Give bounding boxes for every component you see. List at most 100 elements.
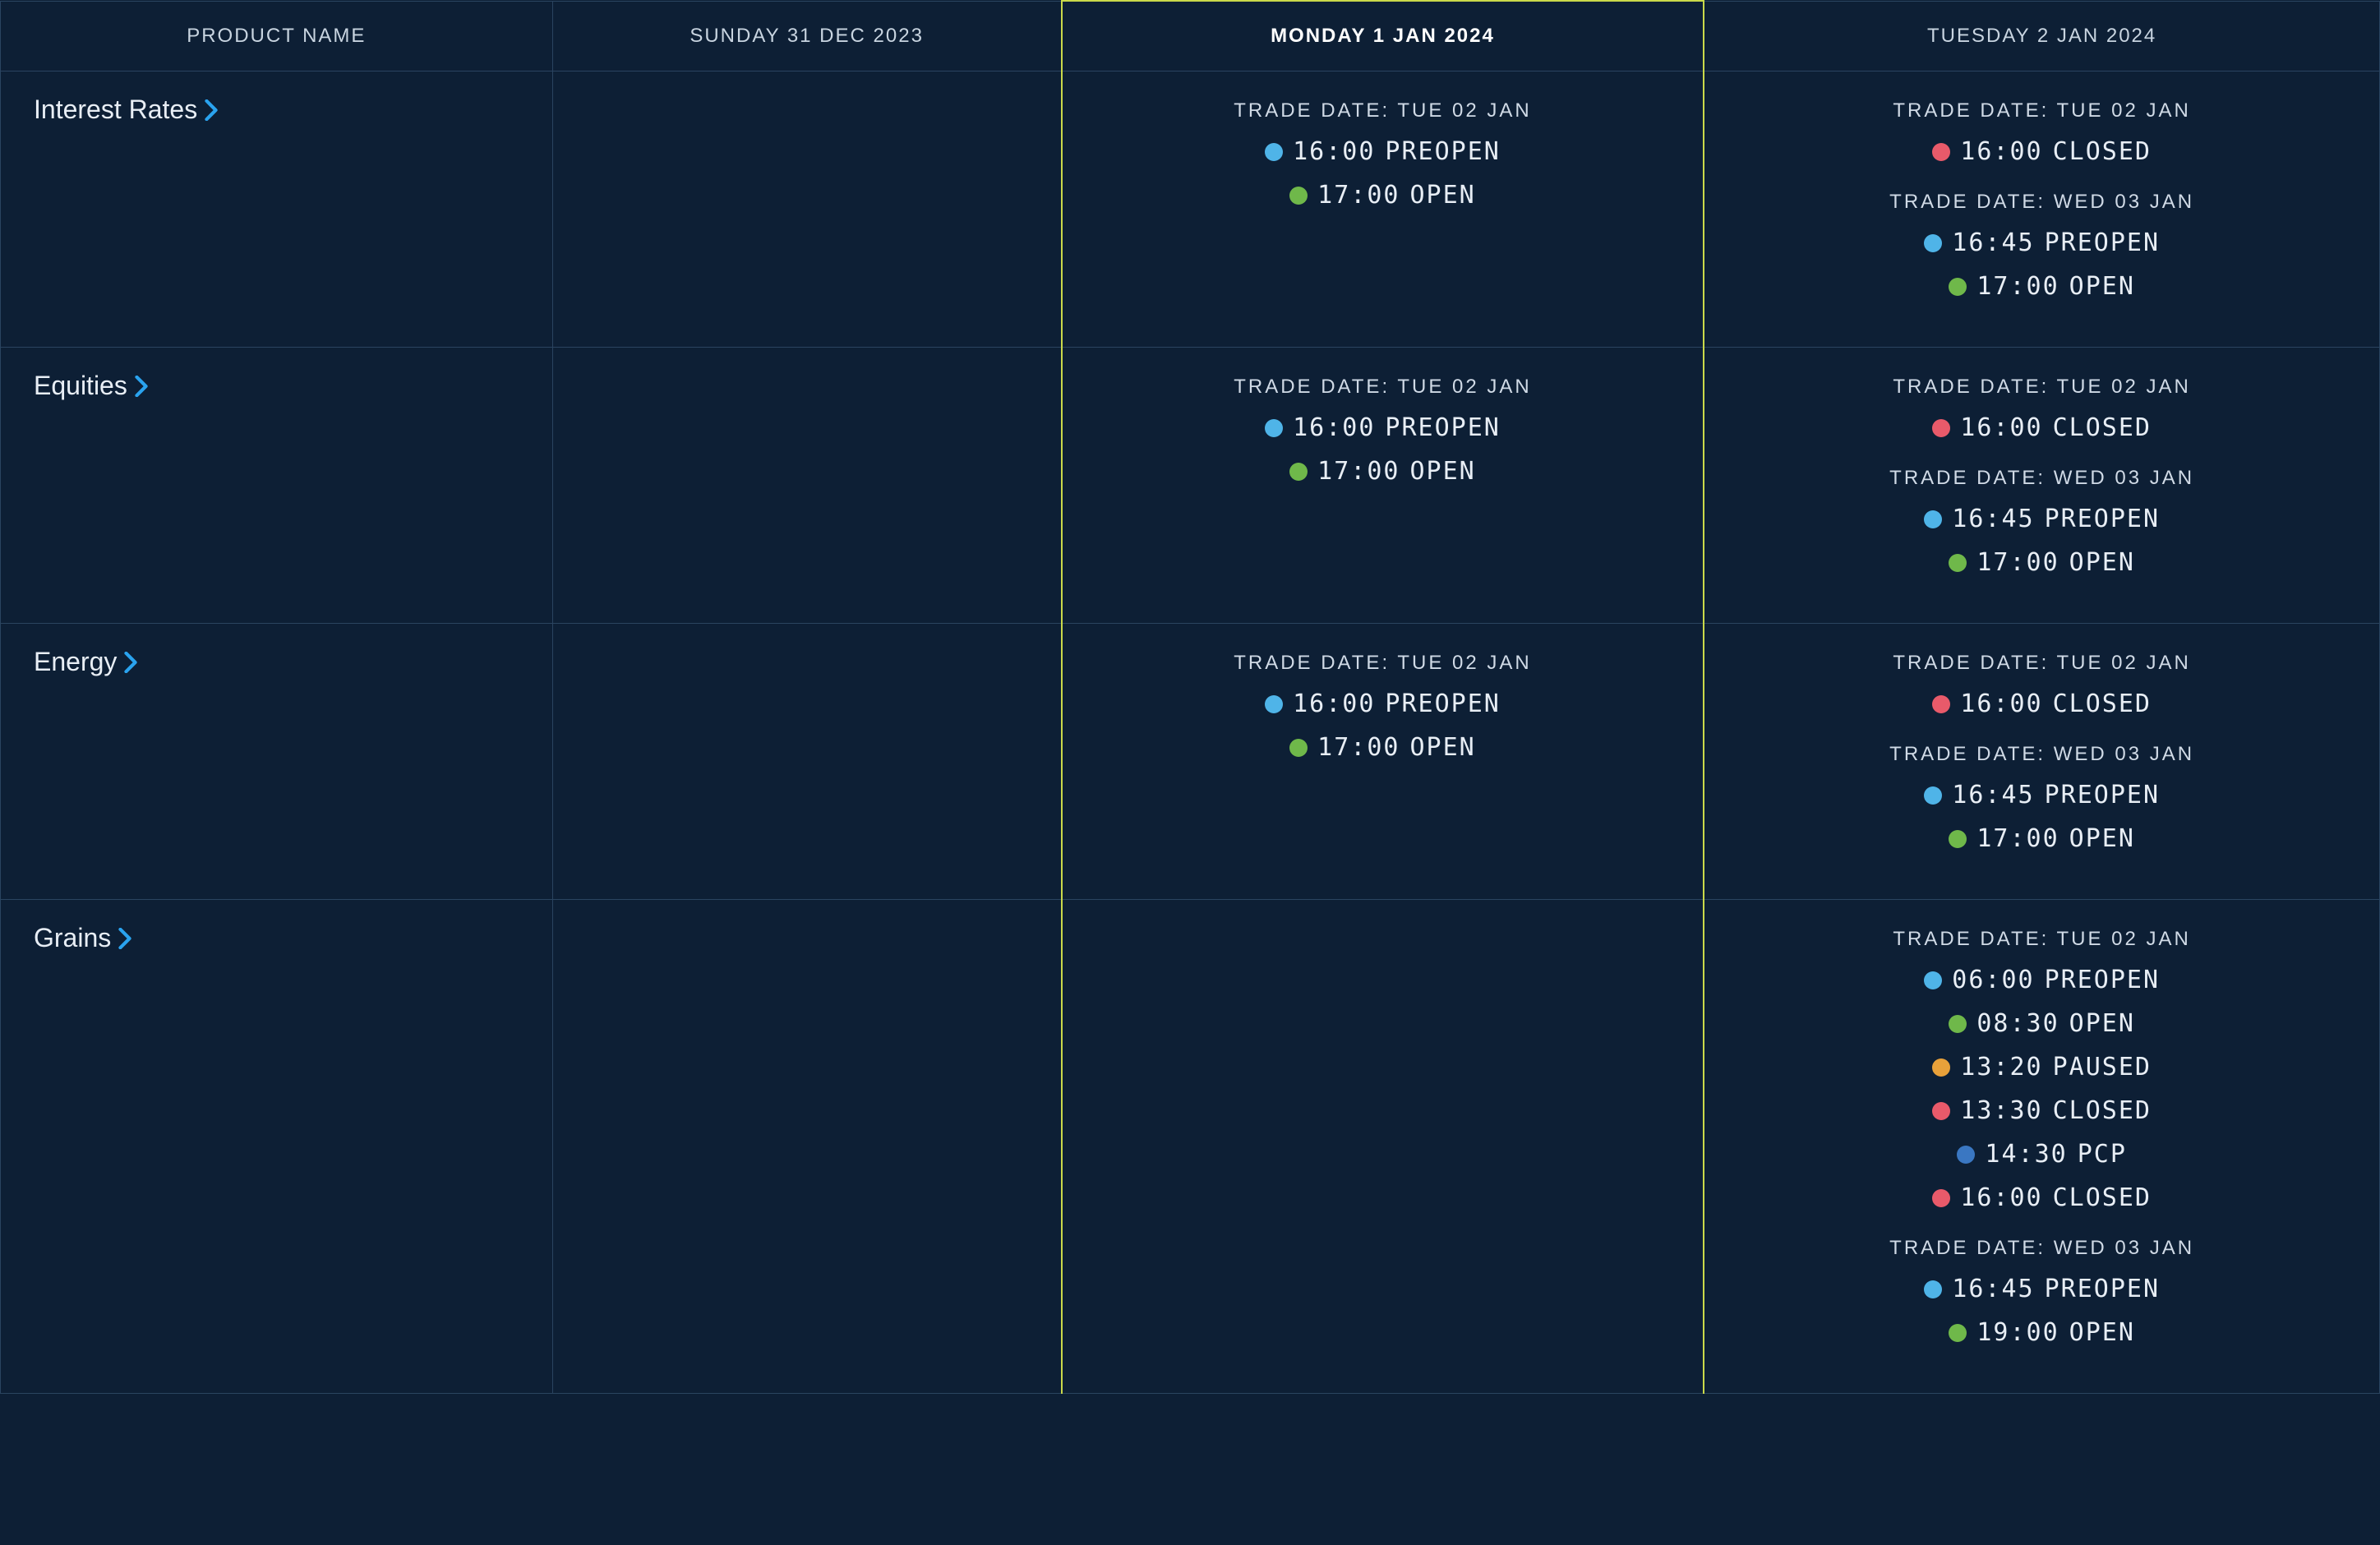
product-name: Energy (34, 647, 117, 677)
status-time: 17:00 (1317, 457, 1400, 486)
status-dot-icon (1949, 278, 1967, 296)
status-time: 17:00 (1976, 824, 2059, 853)
status-line: 19:00 OPEN (1721, 1318, 2363, 1347)
status-name: PAUSED (2053, 1053, 2152, 1082)
status-line: 16:00 CLOSED (1721, 689, 2363, 718)
status-dot-icon (1932, 1102, 1950, 1120)
status-name: OPEN (2069, 1318, 2135, 1347)
status-line: 08:30 OPEN (1721, 1009, 2363, 1038)
status-line: 16:00 PREOPEN (1079, 689, 1687, 718)
table-row: Grains TRADE DATE: TUE 02 JAN 06:00 PREO… (1, 900, 2380, 1394)
status-time: 13:20 (1960, 1053, 2042, 1082)
header-row: PRODUCT NAME SUNDAY 31 DEC 2023 MONDAY 1… (1, 1, 2380, 71)
status-name: PREOPEN (1385, 413, 1500, 442)
status-dot-icon (1289, 739, 1308, 757)
status-time: 16:45 (1952, 505, 2034, 533)
status-line: 17:00 OPEN (1079, 181, 1687, 210)
status-dot-icon (1932, 695, 1950, 713)
status-name: PREOPEN (2045, 228, 2160, 257)
chevron-right-icon (123, 652, 138, 673)
status-dot-icon (1957, 1146, 1975, 1164)
status-time: 19:00 (1976, 1318, 2059, 1347)
status-line: 17:00 OPEN (1721, 272, 2363, 301)
status-time: 16:00 (1960, 413, 2042, 442)
product-name: Equities (34, 371, 127, 401)
status-name: OPEN (2069, 1009, 2135, 1038)
status-line: 17:00 OPEN (1079, 733, 1687, 762)
cell-monday: TRADE DATE: TUE 02 JAN 16:00 PREOPEN 17:… (1062, 624, 1704, 900)
product-cell: Equities (1, 348, 553, 624)
status-name: OPEN (2069, 824, 2135, 853)
status-name: OPEN (1409, 181, 1475, 210)
header-monday: MONDAY 1 JAN 2024 (1062, 1, 1704, 71)
cell-tuesday: TRADE DATE: TUE 02 JAN 16:00 CLOSED TRAD… (1704, 71, 2379, 348)
status-time: 14:30 (1985, 1140, 2067, 1169)
status-line: 14:30 PCP (1721, 1140, 2363, 1169)
status-dot-icon (1265, 419, 1283, 437)
status-time: 16:00 (1960, 1183, 2042, 1212)
status-name: CLOSED (2053, 1183, 2152, 1212)
status-dot-icon (1932, 419, 1950, 437)
chevron-right-icon (134, 376, 149, 397)
product-link[interactable]: Interest Rates (34, 95, 219, 125)
product-link[interactable]: Energy (34, 647, 138, 677)
status-time: 08:30 (1976, 1009, 2059, 1038)
header-product-name: PRODUCT NAME (1, 1, 553, 71)
product-link[interactable]: Grains (34, 923, 132, 953)
trade-date-label: TRADE DATE: TUE 02 JAN (1721, 376, 2363, 399)
status-dot-icon (1265, 143, 1283, 161)
status-time: 16:00 (1960, 689, 2042, 718)
status-time: 17:00 (1976, 548, 2059, 577)
trade-date-label: TRADE DATE: TUE 02 JAN (1079, 99, 1687, 122)
status-dot-icon (1932, 1189, 1950, 1207)
chevron-right-icon (204, 99, 219, 121)
status-name: PREOPEN (2045, 505, 2160, 533)
status-dot-icon (1924, 234, 1942, 252)
status-dot-icon (1265, 695, 1283, 713)
product-link[interactable]: Equities (34, 371, 149, 401)
status-dot-icon (1924, 786, 1942, 805)
status-line: 13:20 PAUSED (1721, 1053, 2363, 1082)
status-name: CLOSED (2053, 137, 2152, 166)
status-time: 16:45 (1952, 1275, 2034, 1303)
status-dot-icon (1924, 971, 1942, 989)
table-row: Interest Rates TRADE DATE: TUE 02 JAN 16… (1, 71, 2380, 348)
status-time: 06:00 (1952, 966, 2034, 994)
trade-date-label: TRADE DATE: TUE 02 JAN (1721, 928, 2363, 951)
status-time: 17:00 (1976, 272, 2059, 301)
status-line: 16:45 PREOPEN (1721, 781, 2363, 809)
product-cell: Interest Rates (1, 71, 553, 348)
table-row: Equities TRADE DATE: TUE 02 JAN 16:00 PR… (1, 348, 2380, 624)
trade-date-label: TRADE DATE: WED 03 JAN (1721, 743, 2363, 766)
status-name: CLOSED (2053, 1096, 2152, 1125)
trade-date-label: TRADE DATE: TUE 02 JAN (1079, 376, 1687, 399)
status-name: OPEN (1409, 457, 1475, 486)
chevron-right-icon (118, 928, 132, 949)
status-dot-icon (1289, 187, 1308, 205)
status-line: 17:00 OPEN (1721, 548, 2363, 577)
cell-sunday (552, 900, 1062, 1394)
status-time: 16:00 (1293, 137, 1375, 166)
status-line: 16:00 CLOSED (1721, 413, 2363, 442)
status-dot-icon (1924, 1280, 1942, 1298)
status-line: 16:45 PREOPEN (1721, 505, 2363, 533)
product-cell: Energy (1, 624, 553, 900)
status-line: 06:00 PREOPEN (1721, 966, 2363, 994)
status-name: CLOSED (2053, 689, 2152, 718)
status-dot-icon (1949, 1324, 1967, 1342)
status-time: 16:00 (1960, 137, 2042, 166)
status-name: PREOPEN (1385, 689, 1500, 718)
cell-monday: TRADE DATE: TUE 02 JAN 16:00 PREOPEN 17:… (1062, 348, 1704, 624)
trade-date-label: TRADE DATE: WED 03 JAN (1721, 1237, 2363, 1260)
status-dot-icon (1949, 1015, 1967, 1033)
status-name: OPEN (2069, 548, 2135, 577)
table-row: Energy TRADE DATE: TUE 02 JAN 16:00 PREO… (1, 624, 2380, 900)
status-line: 17:00 OPEN (1721, 824, 2363, 853)
status-dot-icon (1949, 830, 1967, 848)
status-time: 16:45 (1952, 228, 2034, 257)
cell-monday: TRADE DATE: TUE 02 JAN 16:00 PREOPEN 17:… (1062, 71, 1704, 348)
status-name: PCP (2078, 1140, 2127, 1169)
status-name: PREOPEN (1385, 137, 1500, 166)
product-cell: Grains (1, 900, 553, 1394)
status-line: 16:45 PREOPEN (1721, 228, 2363, 257)
